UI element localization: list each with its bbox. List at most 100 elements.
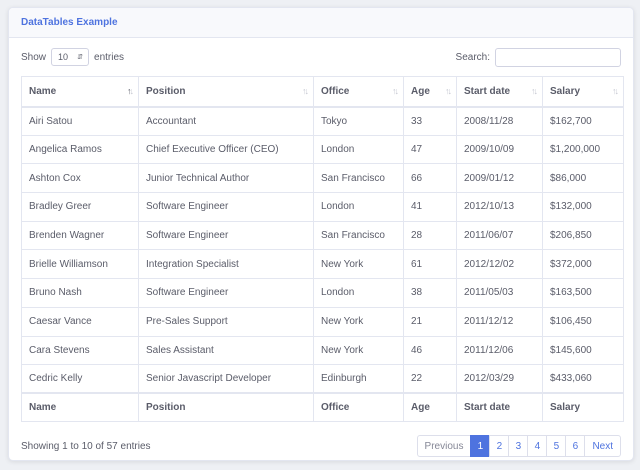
sort-icon: ↑↓ [445,86,452,97]
card-title: DataTables Example [21,17,118,28]
cell-office: Tokyo [313,106,404,136]
card-body: Show 10 ⇵ entries Search: Name ↑↓ Posi [9,38,633,457]
show-label: Show [21,51,47,63]
entries-label: entries [94,51,125,63]
cell-office: New York [313,306,404,337]
cell-name: Brielle Williamson [21,249,139,280]
cell-name: Cara Stevens [21,335,139,366]
cell-age: 33 [403,106,457,136]
datatable-card: DataTables Example Show 10 ⇵ entries Sea… [8,7,634,461]
cell-salary: $86,000 [542,163,624,194]
cell-office: London [313,278,404,308]
page-button-2[interactable]: 2 [489,435,510,457]
cell-salary: $145,600 [542,335,624,366]
cell-salary: $163,500 [542,278,624,308]
cell-salary: $433,060 [542,364,624,394]
cell-office: London [313,134,404,165]
cell-office: San Francisco [313,220,404,251]
cell-position: Pre-Sales Support [138,306,314,337]
table-row: Angelica Ramos Chief Executive Officer (C… [21,134,624,165]
cell-start-date: 2011/05/03 [456,278,543,308]
cell-start-date: 2009/10/09 [456,134,543,165]
page-button-5[interactable]: 5 [546,435,567,457]
cell-office: New York [313,249,404,280]
sort-icon: ↑↓ [531,86,538,97]
column-header-office[interactable]: Office ↑↓ [313,76,404,108]
next-button[interactable]: Next [584,435,621,457]
cell-name: Ashton Cox [21,163,139,194]
cell-salary: $206,850 [542,220,624,251]
footer-header-row: Name Position Office Age Start date Sala… [21,392,624,422]
entries-select[interactable]: 10 ⇵ [51,48,90,66]
cell-position: Software Engineer [138,278,314,308]
entries-length-control: Show 10 ⇵ entries [21,48,124,66]
page-button-6[interactable]: 6 [565,435,586,457]
cell-age: 47 [403,134,457,165]
cell-start-date: 2011/12/12 [456,306,543,337]
table-row: Brenden Wagner Software Engineer San Franc… [21,220,624,251]
column-header-age[interactable]: Age ↑↓ [403,76,457,108]
sort-icon: ↑↓ [612,86,619,97]
cell-name: Angelica Ramos [21,134,139,165]
table-row: Bruno Nash Software Engineer London 38 2011/… [21,278,624,308]
cell-start-date: 2012/10/13 [456,192,543,222]
cell-office: San Francisco [313,163,404,194]
cell-name: Brenden Wagner [21,220,139,251]
cell-start-date: 2012/03/29 [456,364,543,394]
table-row: Brielle Williamson Integration Specialist… [21,249,624,280]
table-row: Airi Satou Accountant Tokyo 33 2008/11/28 $16… [21,106,624,136]
data-table: Name ↑↓ Position ↑↓ Office ↑↓ Age ↑↓ Start d… [21,76,624,422]
cell-position: Accountant [138,106,314,136]
cell-age: 46 [403,335,457,366]
table-row: Cara Stevens Sales Assistant New York 46 201… [21,335,624,366]
cell-position: Software Engineer [138,192,314,222]
cell-position: Sales Assistant [138,335,314,366]
table-row: Bradley Greer Software Engineer London 41 20… [21,192,624,222]
sort-icon: ↑↓ [302,86,309,97]
card-header: DataTables Example [9,8,633,38]
page-button-3[interactable]: 3 [508,435,529,457]
table-row: Caesar Vance Pre-Sales Support New York 21 2… [21,306,624,337]
cell-name: Bradley Greer [21,192,139,222]
cell-position: Software Engineer [138,220,314,251]
cell-start-date: 2011/06/07 [456,220,543,251]
cell-age: 66 [403,163,457,194]
pagination: Previous 1 2 3 4 5 6 Next [416,435,621,457]
cell-start-date: 2008/11/28 [456,106,543,136]
page-button-4[interactable]: 4 [527,435,548,457]
cell-salary: $132,000 [542,192,624,222]
search-input[interactable] [495,47,621,67]
cell-age: 22 [403,364,457,394]
previous-button[interactable]: Previous [416,435,472,457]
search-label: Search: [455,51,490,63]
cell-position: Chief Executive Officer (CEO) [138,134,314,165]
column-header-name[interactable]: Name ↑↓ [21,76,139,108]
entries-select-value: 10 [58,52,69,62]
cell-name: Bruno Nash [21,278,139,308]
header-row: Name ↑↓ Position ↑↓ Office ↑↓ Age ↑↓ Start d… [21,76,624,108]
page-button-1[interactable]: 1 [470,435,491,457]
table-footer: Showing 1 to 10 of 57 entries Previous 1… [21,430,621,460]
cell-age: 38 [403,278,457,308]
cell-salary: $162,700 [542,106,624,136]
sort-icon: ↑↓ [392,86,399,97]
column-header-position[interactable]: Position ↑↓ [138,76,314,108]
footer-column-office: Office [313,392,404,422]
cell-position: Senior Javascript Developer [138,364,314,394]
table-controls: Show 10 ⇵ entries Search: [21,38,621,76]
footer-column-start-date: Start date [456,392,543,422]
cell-name: Caesar Vance [21,306,139,337]
cell-age: 61 [403,249,457,280]
cell-position: Integration Specialist [138,249,314,280]
table-body: Airi Satou Accountant Tokyo 33 2008/11/28 $16… [21,106,624,394]
cell-salary: $106,450 [542,306,624,337]
table-row: Cedric Kelly Senior Javascript Developer E… [21,364,624,394]
cell-name: Airi Satou [21,106,139,136]
column-header-salary[interactable]: Salary ↑↓ [542,76,624,108]
search-control: Search: [455,47,621,67]
footer-column-age: Age [403,392,457,422]
cell-name: Cedric Kelly [21,364,139,394]
select-caret-icon: ⇵ [77,54,84,61]
cell-age: 21 [403,306,457,337]
column-header-start-date[interactable]: Start date ↑↓ [456,76,543,108]
